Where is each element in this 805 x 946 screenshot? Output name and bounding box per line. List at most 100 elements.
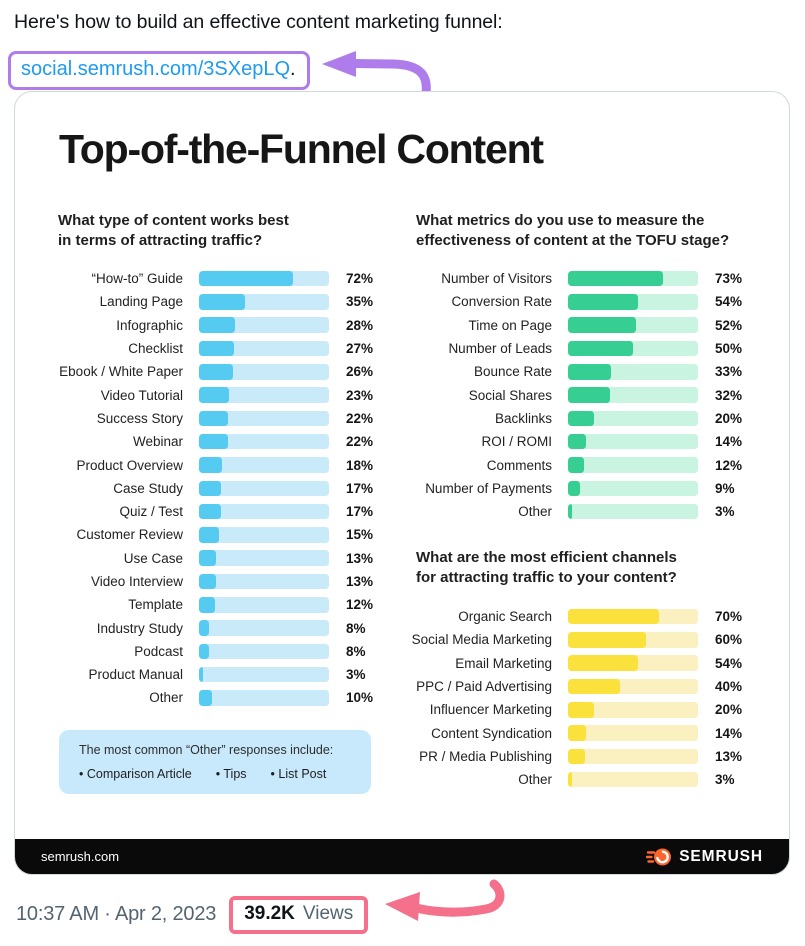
- bar-fill: [199, 620, 210, 636]
- bar-label: Product Overview: [76, 457, 183, 473]
- bar-track: [568, 655, 698, 671]
- bar-value: 8%: [346, 643, 366, 659]
- bar-label: Landing Page: [99, 294, 183, 310]
- left-arrow-icon: [321, 51, 431, 98]
- infographic-image[interactable]: Top-of-the-Funnel Content What type of c…: [14, 91, 790, 875]
- note-heading: The most common “Other” responses includ…: [79, 743, 334, 757]
- bar-row: Comments 12%: [384, 453, 761, 476]
- bar-label: Webinar: [132, 434, 183, 450]
- bar-value: 35%: [346, 294, 374, 310]
- bar-track: [199, 457, 329, 473]
- bar-label: Quiz / Test: [119, 504, 183, 520]
- question-line: for attracting traffic to your content?: [416, 568, 677, 586]
- bar-chart-metrics: Number of Visitors 73% Conversion Rate 54% T…: [384, 267, 761, 523]
- bar-row: Number of Payments 9%: [384, 477, 761, 500]
- bar-row: Number of Leads 50%: [384, 337, 761, 360]
- bar-chart-channels: Organic Search 70% Social Media Marketing 6…: [384, 605, 761, 791]
- bar-value: 40%: [715, 679, 743, 695]
- bar-value: 20%: [715, 410, 743, 426]
- bar-track: [199, 550, 329, 566]
- bar-row: Influencer Marketing 20%: [384, 698, 761, 721]
- bar-label: Infographic: [116, 317, 183, 333]
- bar-fill: [199, 270, 293, 287]
- bar-track: [199, 340, 329, 357]
- bar-label: Success Story: [96, 410, 183, 426]
- bar-track: [568, 387, 698, 403]
- bar-row: Video Tutorial 23%: [15, 383, 392, 406]
- bar-fill: [199, 317, 236, 333]
- infographic-title: Top-of-the-Funnel Content: [59, 126, 544, 172]
- bar-value: 60%: [715, 632, 743, 648]
- bar-row: Product Manual 3%: [15, 663, 392, 686]
- bar-fill: [568, 457, 584, 473]
- bar-fill: [568, 480, 580, 497]
- bar-track: [568, 457, 698, 473]
- bar-label: Content Syndication: [431, 725, 552, 741]
- bar-row: Success Story 22%: [15, 407, 392, 430]
- bar-value: 15%: [346, 527, 374, 543]
- tweet-text: Here's how to build an effective content…: [14, 11, 503, 33]
- bar-row: Quiz / Test 17%: [15, 500, 392, 523]
- bar-fill: [568, 410, 594, 427]
- bar-row: Other 10%: [15, 686, 392, 709]
- bar-label: Ebook / White Paper: [59, 364, 183, 380]
- bar-track: [568, 410, 698, 427]
- purple-arrow-annotation: [316, 44, 436, 99]
- bar-label: Backlinks: [494, 410, 552, 426]
- bar-track: [199, 597, 329, 613]
- bar-track: [199, 620, 329, 636]
- bar-track: [199, 690, 329, 706]
- question-line: What are the most efficient channels: [416, 549, 677, 566]
- bar-fill: [568, 294, 639, 310]
- bar-track: [568, 632, 698, 648]
- bar-track: [568, 771, 698, 788]
- bar-label: Comments: [486, 457, 552, 473]
- bar-track: [199, 387, 329, 403]
- bar-fill: [568, 771, 572, 788]
- bar-row: Customer Review 15%: [15, 523, 392, 546]
- bar-value: 70%: [715, 609, 743, 625]
- bar-row: Backlinks 20%: [384, 407, 761, 430]
- bar-chart-content-types: “How-to” Guide 72% Landing Page 35% Infograp…: [15, 267, 392, 710]
- bar-row: Podcast 8%: [15, 640, 392, 663]
- bar-fill: [568, 317, 636, 333]
- bar-fill: [199, 410, 228, 427]
- bar-track: [568, 748, 698, 765]
- bar-row: Case Study 17%: [15, 477, 392, 500]
- bar-label: Template: [128, 597, 183, 613]
- bar-label: Social Media Marketing: [411, 632, 552, 648]
- bar-fill: [199, 480, 222, 497]
- bar-fill: [568, 632, 646, 648]
- bar-track: [568, 317, 698, 333]
- bar-value: 54%: [715, 655, 743, 671]
- bar-row: Content Syndication 14%: [384, 721, 761, 744]
- bar-fill: [199, 666, 203, 683]
- bar-value: 26%: [346, 364, 374, 380]
- bar-label: Conversion Rate: [451, 294, 552, 310]
- bar-label: Number of Payments: [425, 480, 552, 496]
- bar-track: [199, 503, 329, 520]
- bar-label: PR / Media Publishing: [419, 748, 552, 764]
- bar-row: “How-to” Guide 72%: [15, 267, 392, 290]
- tweet-link[interactable]: social.semrush.com/3SXepLQ: [21, 58, 291, 80]
- chart-question-channels: What are the most efficient channels for…: [416, 548, 677, 587]
- bar-row: Checklist 27%: [15, 337, 392, 360]
- bar-row: Other 3%: [384, 500, 761, 523]
- question-line: What type of content works best: [58, 212, 289, 229]
- bar-track: [568, 270, 698, 287]
- bar-row: PR / Media Publishing 13%: [384, 745, 761, 768]
- bar-value: 3%: [715, 772, 735, 788]
- bar-track: [199, 666, 329, 683]
- bar-row: PPC / Paid Advertising 40%: [384, 675, 761, 698]
- views-count: 39.2K: [244, 902, 295, 924]
- bar-value: 18%: [346, 457, 374, 473]
- bar-row: Conversion Rate 54%: [384, 290, 761, 313]
- bar-value: 13%: [346, 550, 374, 566]
- bar-value: 23%: [346, 387, 374, 403]
- question-line: What metrics do you use to measure the: [416, 212, 705, 229]
- views-highlight-box: 39.2K Views: [229, 895, 369, 934]
- semrush-logo: SEMRUSH: [646, 847, 763, 867]
- bar-value: 33%: [715, 364, 743, 380]
- bar-track: [199, 573, 329, 590]
- bar-track: [199, 527, 329, 543]
